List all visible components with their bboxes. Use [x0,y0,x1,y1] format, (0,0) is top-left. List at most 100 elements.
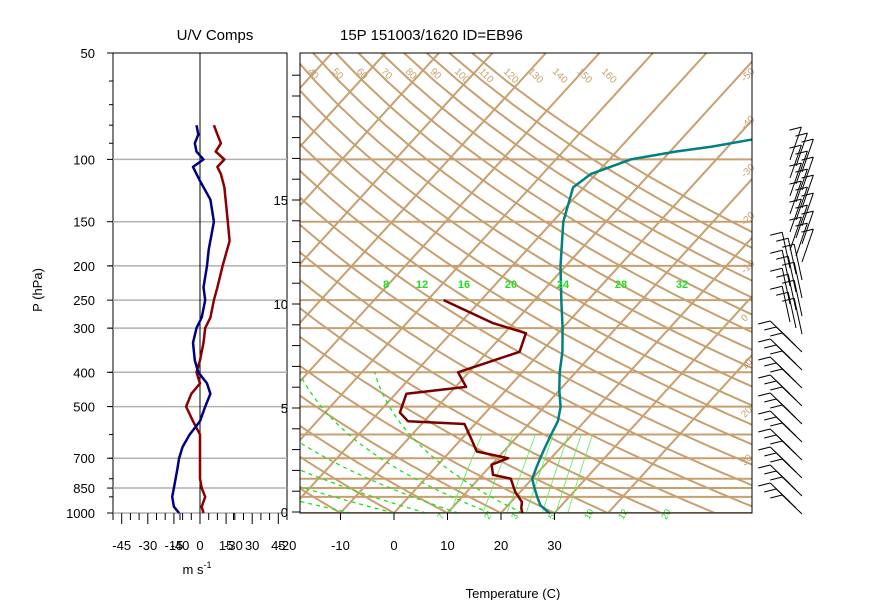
dry-adiabat-label: 50 [329,66,345,82]
wind-barb-flag [758,483,770,486]
wind-barb-flag [758,339,770,342]
isotherm [0,53,118,513]
wind-barb-flag [770,351,782,354]
wind-barb-staff [782,268,790,304]
mixing-ratio-label: 28 [615,279,627,291]
uv-xlabel-sup: -1 [203,560,211,570]
wind-barb-flag [764,471,776,474]
wind-barb-flag [764,399,776,402]
wind-barb-flag [770,495,782,498]
wind-barb-staff [782,250,790,286]
wind-barb-flag [764,327,776,330]
wind-barb-staff [782,232,790,268]
skewt-x-tick-label: 0 [390,538,397,553]
wind-barbs [758,127,813,514]
height-tick-label: 5 [281,401,288,416]
wind-barb-staff [788,256,796,292]
wind-barb-staff [782,423,802,442]
wind-barb-flag [758,375,770,378]
isotherm [287,53,706,513]
uv-y-tick-label: 400 [73,365,95,380]
wind-barb-flag [758,393,770,396]
isotherm-label: -40 [739,114,757,132]
dry-adiabat-label: 70 [378,66,394,82]
uv-x-tick-label: -30 [138,538,157,553]
uv-y-tick-label: 500 [73,400,95,415]
wind-barb-flag [770,286,782,289]
wind-barb-staff [782,405,802,424]
uv-title: U/V Comps [177,27,254,44]
skewt-x-tick-label: 20 [494,538,508,553]
wind-barb-flag [758,411,770,414]
wind-barb-flag [776,274,788,277]
skewt-x-tick-label: 30 [547,538,561,553]
wind-barb-staff [794,280,802,316]
isotherm-label: -10 [739,258,757,276]
uv-y-tick-label: 1000 [66,506,95,521]
wind-barb-flag [782,262,794,265]
dry-adiabat-label: 60 [354,66,370,82]
dry-adiabat [154,53,842,521]
dry-adiabat [427,53,887,521]
wind-barb-flag [764,381,776,384]
wind-barb-flag [770,268,782,271]
wind-barb-staff [782,459,802,478]
uv-y-tick-label: 150 [73,215,95,230]
dry-adiabat [0,53,462,521]
height-tick-label: 15 [274,193,288,208]
wind-barb-staff [782,369,802,388]
wind-barb-flag [770,232,782,235]
wind-barb-staff [782,387,802,406]
dry-adiabat-label: 160 [599,66,619,86]
wind-barb-flag [764,345,776,348]
dry-adiabat-label: 150 [574,66,594,86]
uv-x-tick-label: 30 [245,538,259,553]
uv-x-tick-label: 0 [196,538,203,553]
wind-barb-flag [770,369,782,372]
isotherm [73,53,492,513]
uv-y-tick-label: 200 [73,259,95,274]
wind-barb-staff [788,292,796,328]
height-tick-label: 10 [274,297,288,312]
moist-adiabat-label: 20 [659,507,673,521]
isotherm-label: 10 [739,356,755,372]
uv-xlabel-main: m s [183,562,204,577]
height-tick-label: 0 [281,505,288,520]
mixing-ratio-label: 12 [416,279,428,291]
wind-barb-staff [794,298,802,334]
uv-series-v [172,125,214,513]
wind-barb-flag [801,139,813,142]
wind-barb-flag [758,429,770,432]
wind-barb-flag [764,435,776,438]
isotherm-label: -30 [739,162,757,180]
uv-series-u [186,125,230,513]
wind-barb-flag [764,453,776,456]
uv-y-tick-label: 100 [73,152,95,167]
wind-barb-flag [770,459,782,462]
isotherm-label: -20 [739,210,757,228]
mixing-ratio-label: 24 [557,279,570,291]
moist-adiabat-label: 12 [616,507,630,521]
moist-adiabat-label: 10 [582,507,596,521]
wind-barb-flag [789,127,801,130]
isotherm [0,53,171,513]
wind-barb-flag [782,280,794,283]
skewt-xlabel: Temperature (C) [466,586,561,600]
uv-y-tick-label: 300 [73,321,95,336]
wind-barb-flag [770,250,782,253]
skewt-x-tick-label: -10 [331,538,350,553]
mixing-ratio-label: 8 [383,279,389,291]
wind-barb-staff [782,441,802,460]
wind-barb-staff [782,333,802,352]
wind-barb-flag [758,357,770,360]
skewt-x-tick-label: -30 [224,538,243,553]
skewt-x-tick-label: -20 [278,538,297,553]
moist-adiabat [0,372,351,513]
dry-adiabat-label: 90 [427,66,443,82]
wind-barb-flag [770,333,782,336]
wind-barb-flag [795,133,807,136]
